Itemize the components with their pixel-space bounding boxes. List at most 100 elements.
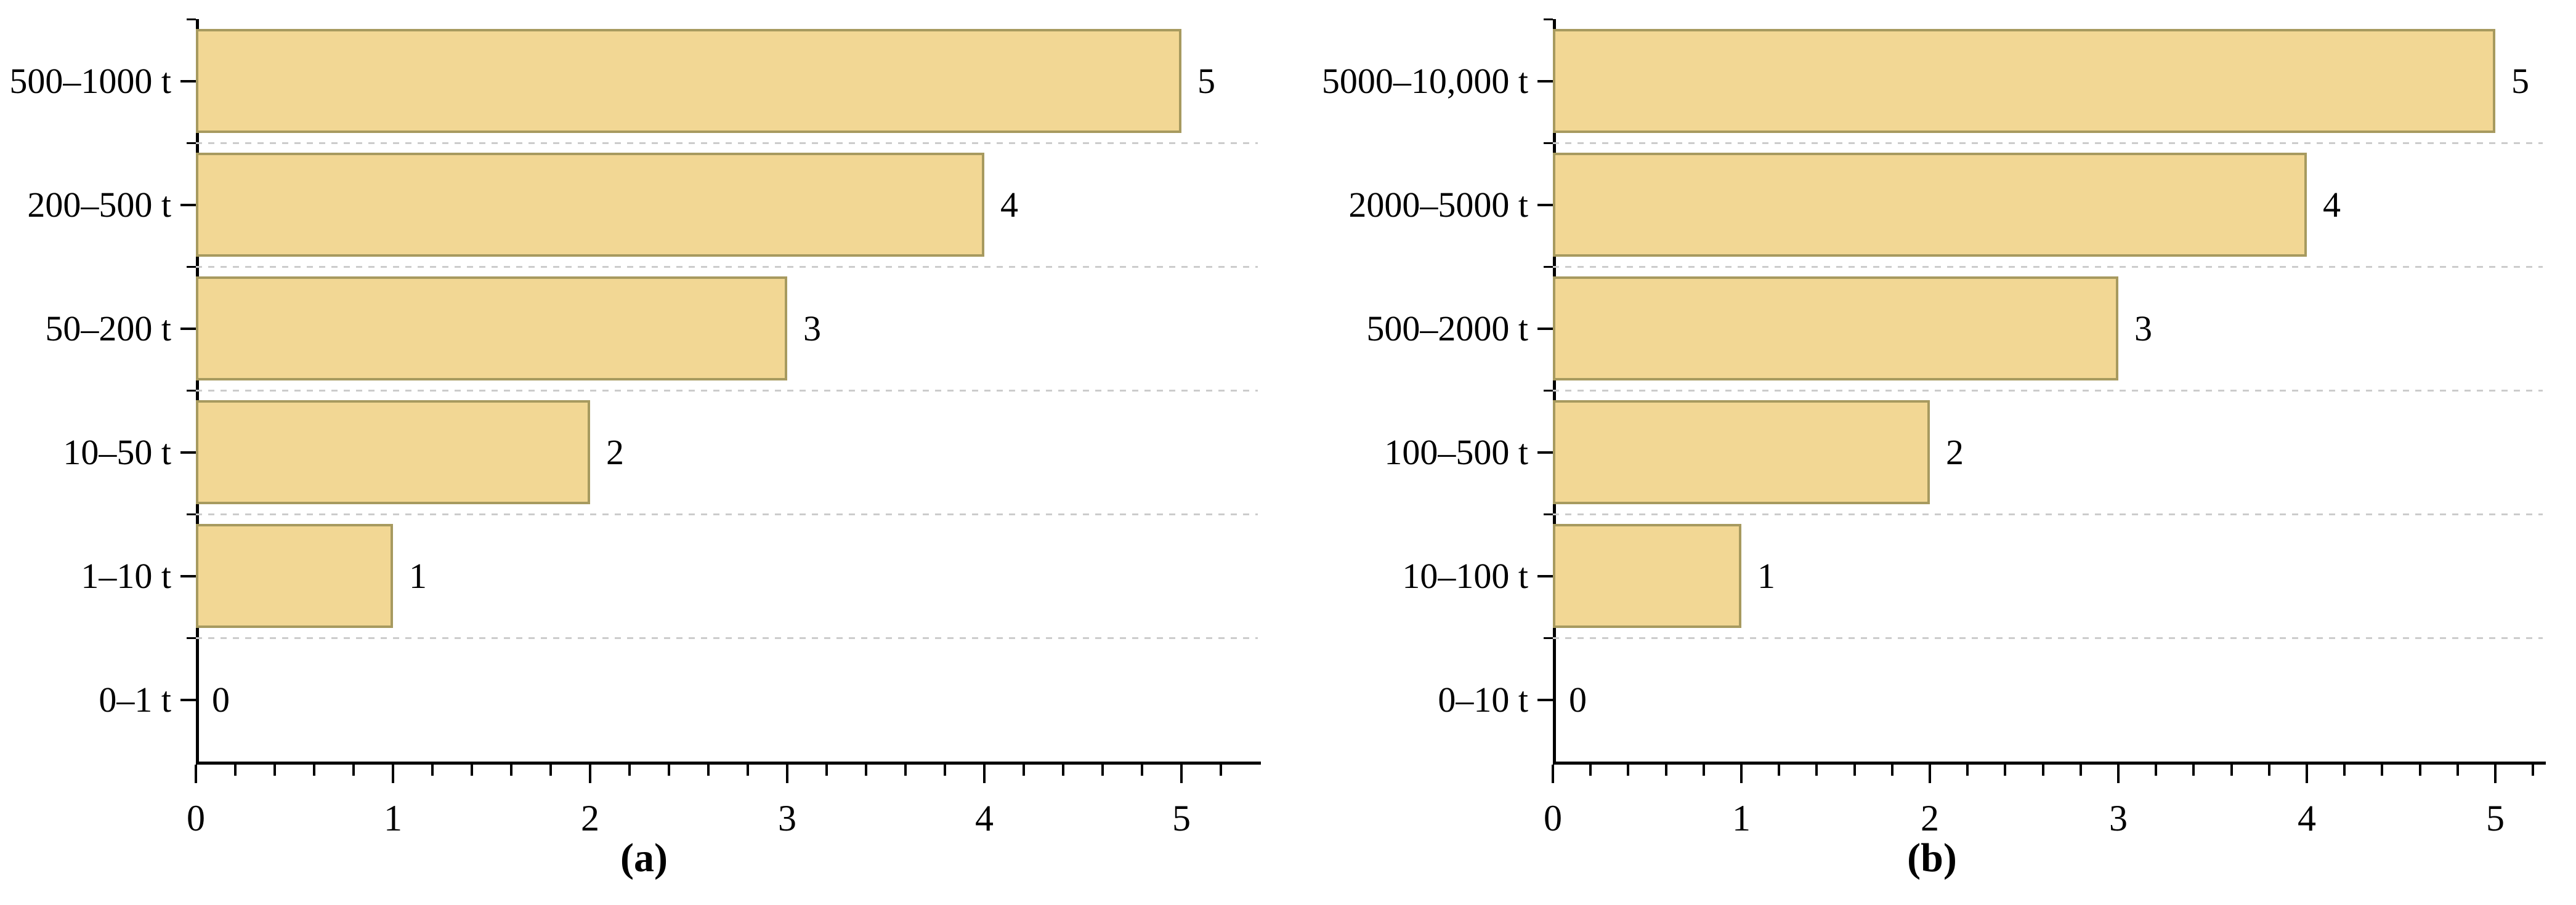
caption-b: (b) [1907, 835, 1957, 880]
bar [196, 524, 393, 628]
category-label: 1–10 t [81, 556, 171, 596]
category-label: 500–2000 t [1366, 308, 1528, 348]
bar [196, 276, 787, 380]
x-minor-tick [747, 765, 749, 776]
bar-value-label: 3 [803, 308, 821, 348]
x-tick [195, 765, 197, 783]
x-minor-tick [2230, 765, 2233, 776]
gridline [196, 142, 1258, 144]
y-minor-tick [187, 142, 196, 144]
y-minor-tick [1544, 513, 1553, 515]
category-label: 10–50 t [63, 432, 171, 472]
y-tick [180, 574, 196, 577]
y-minor-tick [1544, 265, 1553, 268]
x-tick-label: 5 [2486, 798, 2505, 839]
y-minor-tick [187, 637, 196, 639]
category-label: 5000–10,000 t [1321, 61, 1528, 101]
x-axis [196, 762, 1261, 765]
chart-a: (a) 500–1000 t 5 200–500 t 4 50–200 t 3 10–50 … [9, 18, 1261, 880]
x-tick-label: 4 [975, 798, 994, 839]
x-minor-tick [944, 765, 946, 776]
category-label: 200–500 t [27, 185, 171, 225]
x-tick [392, 765, 394, 783]
category-label: 2000–5000 t [1348, 185, 1528, 225]
x-tick [983, 765, 986, 783]
x-minor-tick [2418, 765, 2421, 776]
y-tick [180, 327, 196, 330]
x-minor-tick [549, 765, 552, 776]
bar [1553, 29, 2495, 133]
x-minor-tick [865, 765, 867, 776]
x-minor-tick [1664, 765, 1667, 776]
y-minor-tick [1544, 142, 1553, 144]
bar [196, 400, 590, 504]
x-minor-tick [1853, 765, 1856, 776]
bar-value-label: 3 [2134, 308, 2152, 348]
y-tick [1537, 203, 1553, 206]
y-tick [1537, 698, 1553, 701]
x-tick-label: 5 [1172, 798, 1191, 839]
gridline [1553, 265, 2543, 268]
x-tick-label: 2 [1921, 798, 1939, 839]
x-minor-tick [273, 765, 276, 776]
category-label: 0–10 t [1438, 680, 1528, 720]
y-minor-tick [187, 389, 196, 392]
x-minor-tick [2155, 765, 2158, 776]
x-minor-tick [825, 765, 828, 776]
x-minor-tick [1815, 765, 1818, 776]
y-tick [1537, 574, 1553, 577]
category-label: 500–1000 t [9, 61, 171, 101]
category-label: 100–500 t [1384, 432, 1528, 472]
y-minor-tick [187, 265, 196, 268]
x-tick [2117, 765, 2120, 783]
x-minor-tick [1062, 765, 1064, 776]
x-tick [1740, 765, 1743, 783]
x-minor-tick [1966, 765, 1969, 776]
y-minor-tick [187, 513, 196, 515]
gridline [1553, 513, 2543, 515]
x-minor-tick [1589, 765, 1592, 776]
x-tick-label: 1 [1732, 798, 1751, 839]
x-tick [1552, 765, 1554, 783]
bar-value-label: 0 [212, 680, 230, 720]
bar-value-label: 2 [606, 432, 624, 472]
x-minor-tick [313, 765, 315, 776]
gridline [196, 265, 1258, 268]
y-tick [180, 698, 196, 701]
y-minor-tick [1544, 18, 1553, 20]
bar [1553, 153, 2307, 257]
gridline [196, 389, 1258, 392]
bar-value-label: 5 [2511, 61, 2529, 101]
x-tick [1180, 765, 1183, 783]
y-minor-tick [187, 18, 196, 20]
category-label: 0–1 t [99, 680, 171, 720]
x-tick-label: 2 [581, 798, 599, 839]
x-tick-label: 0 [1544, 798, 1562, 839]
x-minor-tick [1890, 765, 1894, 776]
y-tick [1537, 451, 1553, 454]
x-minor-tick [431, 765, 434, 776]
bar [1553, 400, 1930, 504]
x-minor-tick [2192, 765, 2195, 776]
x-minor-tick [904, 765, 907, 776]
x-axis [1553, 762, 2546, 765]
x-tick-label: 1 [384, 798, 402, 839]
x-tick-label: 4 [2298, 798, 2316, 839]
x-minor-tick [1778, 765, 1781, 776]
y-tick [1537, 79, 1553, 82]
bar-value-label: 4 [1000, 185, 1018, 225]
x-minor-tick [234, 765, 237, 776]
x-minor-tick [2004, 765, 2007, 776]
x-minor-tick [1141, 765, 1143, 776]
bar [196, 29, 1181, 133]
gridline [196, 513, 1258, 515]
y-tick [1537, 327, 1553, 330]
gridline [196, 637, 1258, 639]
x-tick-label: 3 [778, 798, 796, 839]
x-minor-tick [2079, 765, 2082, 776]
caption-a: (a) [620, 835, 668, 880]
bar-value-label: 4 [2323, 185, 2341, 225]
bar-value-label: 5 [1197, 61, 1215, 101]
y-tick [180, 451, 196, 454]
x-minor-tick [2041, 765, 2044, 776]
